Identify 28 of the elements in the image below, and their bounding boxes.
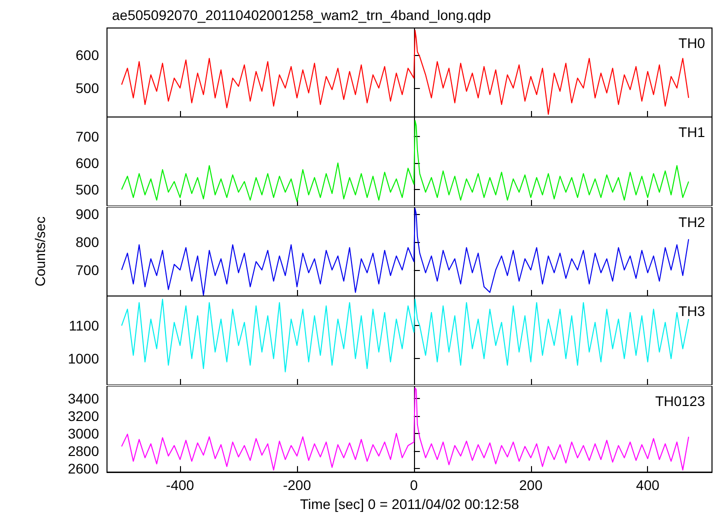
y-tick-label: 700 bbox=[76, 128, 100, 145]
text: TH0123 bbox=[655, 392, 706, 409]
y-tick-label: 3000 bbox=[68, 424, 100, 441]
y-tick-label: 900 bbox=[76, 206, 100, 222]
x-tick-label: -200 bbox=[282, 476, 312, 493]
y-tick-label: 3200 bbox=[68, 407, 100, 424]
y-tick-label: 3400 bbox=[68, 390, 100, 406]
y-tick-label: 600 bbox=[76, 47, 100, 64]
series-label: TH1 bbox=[678, 124, 706, 140]
x-axis-title: Time [sec] 0 = 2011/04/02 00:12:58 bbox=[300, 496, 520, 512]
x-tick-label: 400 bbox=[636, 476, 660, 493]
y-axis-title: Counts/sec bbox=[32, 216, 48, 286]
y-tick-label: 500 bbox=[76, 80, 100, 96]
y-tick-label: 2800 bbox=[68, 442, 100, 458]
y-tick-label: 2600 bbox=[68, 460, 100, 476]
y-tick-label: 1000 bbox=[68, 350, 100, 367]
x-tick-label: 200 bbox=[519, 476, 543, 493]
series-label: TH3 bbox=[678, 303, 706, 320]
y-tick-label: 500 bbox=[76, 182, 100, 198]
y-tick-label: 1100 bbox=[68, 318, 100, 334]
y-tick-label: 800 bbox=[76, 234, 100, 250]
series-label: TH2 bbox=[678, 214, 706, 230]
series-label: TH0 bbox=[678, 35, 706, 51]
chart-title: ae505092070_20110402001258_wam2_trn_4band_long.qdp bbox=[112, 7, 492, 23]
y-tick-label: 600 bbox=[76, 155, 100, 172]
x-tick-label: -400 bbox=[166, 476, 194, 493]
y-tick-label: 700 bbox=[76, 262, 100, 278]
x-tick-label: 0 bbox=[410, 476, 418, 493]
